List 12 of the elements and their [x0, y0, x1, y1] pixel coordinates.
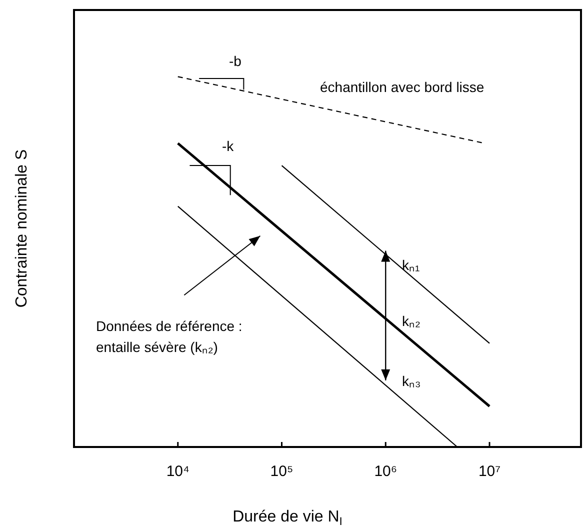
x-tick-label: 10⁶ — [374, 463, 398, 480]
annotation: kₙ₃ — [402, 372, 421, 389]
annotation: kₙ₁ — [402, 256, 420, 273]
x-tick-label: 10⁷ — [478, 463, 501, 480]
annotation: -k — [222, 138, 235, 154]
annotation: Données de référence : entaille sévère (kₙ₂) — [96, 318, 242, 355]
text: -b — [229, 52, 242, 69]
y-axis-title: Contrainte nominale S — [13, 149, 30, 308]
annotation: échantillon avec bord lisse — [320, 78, 484, 95]
x-tick-label: 10⁴ — [166, 463, 190, 480]
annotation: kₙ₂ — [402, 312, 420, 329]
x-tick-label: 10⁵ — [270, 463, 294, 480]
